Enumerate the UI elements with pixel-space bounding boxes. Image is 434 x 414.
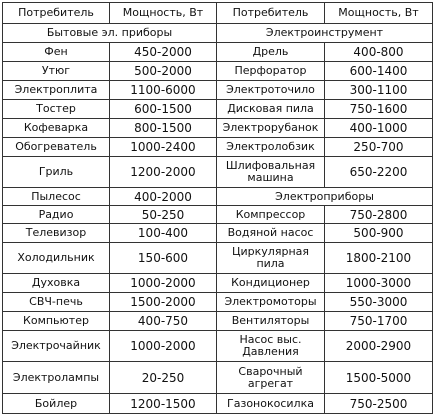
- table-row: Электрочайник 1000-2000 Насос выс. Давле…: [2, 330, 433, 362]
- consumer-name: Электрорубанок: [216, 118, 325, 138]
- power-value: 650-2200: [324, 156, 433, 188]
- table-row: Бытовые эл. приборы Электроинструмент: [2, 23, 433, 43]
- consumer-name: Водяной насос: [216, 223, 325, 243]
- power-value: 20-250: [109, 361, 217, 394]
- consumer-name: Дрель: [216, 42, 325, 62]
- consumer-name: Утюг: [2, 61, 110, 81]
- power-value: 1000-2400: [109, 137, 217, 157]
- power-value: 300-1100: [324, 80, 433, 100]
- consumer-name: Перфоратор: [216, 61, 325, 81]
- table-row: Телевизор 100-400 Водяной насос 500-900: [2, 223, 433, 243]
- power-value: 1200-2000: [109, 156, 217, 188]
- power-value: 250-700: [324, 137, 433, 157]
- table-row: Компьютер 400-750 Вентиляторы 750-1700: [2, 311, 433, 331]
- consumer-name: Электромоторы: [216, 292, 325, 312]
- section-power-tools: Электроинструмент: [216, 23, 433, 43]
- consumer-name: Кофеварка: [2, 118, 110, 138]
- power-value: 1000-2000: [109, 273, 217, 293]
- power-value: 600-1500: [109, 99, 217, 119]
- power-value: 1000-2000: [109, 330, 217, 362]
- power-value: 800-1500: [109, 118, 217, 138]
- power-value: 1200-1500: [109, 393, 217, 414]
- power-value: 750-2500: [324, 393, 433, 414]
- section-appliances: Электроприборы: [216, 187, 433, 206]
- consumer-name: Гриль: [2, 156, 110, 188]
- header-row: Потребитель Мощность, Вт Потребитель Мощ…: [2, 2, 433, 24]
- consumer-name: Тостер: [2, 99, 110, 119]
- table-row: Гриль 1200-2000 Шлифовальная машина 650-…: [2, 156, 433, 188]
- power-value: 750-2800: [324, 205, 433, 224]
- power-value: 1800-2100: [324, 242, 433, 274]
- consumer-name: Телевизор: [2, 223, 110, 243]
- consumer-name: Насос выс. Давления: [216, 330, 325, 362]
- power-value: 400-750: [109, 311, 217, 331]
- power-value: 500-2000: [109, 61, 217, 81]
- power-value: 500-900: [324, 223, 433, 243]
- power-value: 1500-2000: [109, 292, 217, 312]
- consumer-name: Шлифовальная машина: [216, 156, 325, 188]
- power-value: 400-2000: [109, 187, 217, 206]
- table-row: Фен 450-2000 Дрель 400-800: [2, 42, 433, 62]
- consumer-name: Духовка: [2, 273, 110, 293]
- power-value: 400-1000: [324, 118, 433, 138]
- power-value: 750-1600: [324, 99, 433, 119]
- power-value: 2000-2900: [324, 330, 433, 362]
- consumer-name: Обогреватель: [2, 137, 110, 157]
- consumer-name: Сварочный агрегат: [216, 361, 325, 394]
- power-value: 550-3000: [324, 292, 433, 312]
- consumer-name: Циркулярная пила: [216, 242, 325, 274]
- header-power-left: Мощность, Вт: [109, 2, 217, 24]
- table-row: Холодильник 150-600 Циркулярная пила 180…: [2, 242, 433, 274]
- header-consumer-left: Потребитель: [2, 2, 110, 24]
- consumer-name: Вентиляторы: [216, 311, 325, 331]
- table-row: Обогреватель 1000-2400 Электролобзик 250…: [2, 137, 433, 157]
- table-row: Тостер 600-1500 Дисковая пила 750-1600: [2, 99, 433, 119]
- power-value: 50-250: [109, 205, 217, 224]
- consumer-name: Газонокосилка: [216, 393, 325, 414]
- power-value: 600-1400: [324, 61, 433, 81]
- table-row: Электроплита 1100-6000 Электроточило 300…: [2, 80, 433, 100]
- consumer-name: Пылесос: [2, 187, 110, 206]
- table-row: СВЧ-печь 1500-2000 Электромоторы 550-300…: [2, 292, 433, 312]
- consumer-name: Электроплита: [2, 80, 110, 100]
- power-value: 1000-3000: [324, 273, 433, 293]
- section-household: Бытовые эл. приборы: [2, 23, 217, 43]
- consumer-name: Компьютер: [2, 311, 110, 331]
- consumer-name: Кондиционер: [216, 273, 325, 293]
- consumer-name: Фен: [2, 42, 110, 62]
- consumer-name: Дисковая пила: [216, 99, 325, 119]
- consumer-name: Холодильник: [2, 242, 110, 274]
- header-power-right: Мощность, Вт: [324, 2, 433, 24]
- table-row: Кофеварка 800-1500 Электрорубанок 400-10…: [2, 118, 433, 138]
- table-row: Духовка 1000-2000 Кондиционер 1000-3000: [2, 273, 433, 293]
- table-row: Радио 50-250 Компрессор 750-2800: [2, 205, 433, 224]
- power-value: 150-600: [109, 242, 217, 274]
- power-value: 1100-6000: [109, 80, 217, 100]
- table-row: Бойлер 1200-1500 Газонокосилка 750-2500: [2, 393, 433, 414]
- table-row: Утюг 500-2000 Перфоратор 600-1400: [2, 61, 433, 81]
- consumer-name: Бойлер: [2, 393, 110, 414]
- consumer-name: Электроточило: [216, 80, 325, 100]
- table-row: Электролампы 20-250 Сварочный агрегат 15…: [2, 361, 433, 394]
- consumer-name: Компрессор: [216, 205, 325, 224]
- consumer-name: СВЧ-печь: [2, 292, 110, 312]
- consumer-name: Электролампы: [2, 361, 110, 394]
- power-value: 100-400: [109, 223, 217, 243]
- power-value: 400-800: [324, 42, 433, 62]
- power-value: 750-1700: [324, 311, 433, 331]
- power-value: 450-2000: [109, 42, 217, 62]
- header-consumer-right: Потребитель: [216, 2, 325, 24]
- power-value: 1500-5000: [324, 361, 433, 394]
- consumer-name: Радио: [2, 205, 110, 224]
- consumer-name: Электролобзик: [216, 137, 325, 157]
- table-row: Пылесос 400-2000 Электроприборы: [2, 187, 433, 206]
- consumer-name: Электрочайник: [2, 330, 110, 362]
